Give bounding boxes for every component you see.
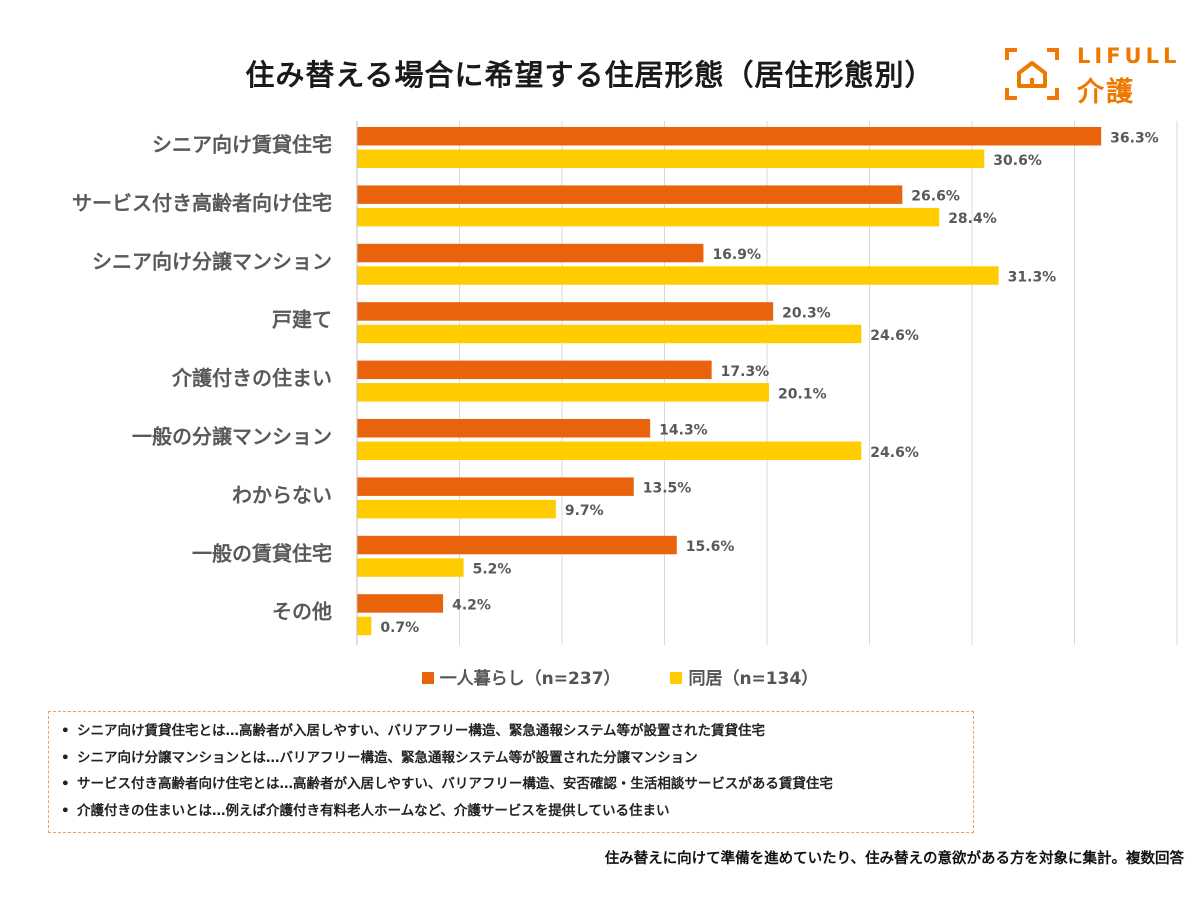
chart-title: 住み替える場合に希望する住居形態（居住形態別） [245,58,935,92]
data-label: 5.2% [473,562,512,578]
data-label: 24.6% [870,445,919,461]
data-label: 4.2% [452,597,491,613]
data-label: 31.3% [1008,270,1057,286]
bar [357,324,862,344]
data-label: 36.3% [1110,130,1159,146]
legend-swatch-single [421,672,434,684]
data-label: 30.6% [993,153,1042,169]
bar [357,535,677,555]
category-label: 一般の賃貸住宅 [192,541,332,565]
category-label: 介護付きの住まい [171,366,332,390]
bar [357,360,712,380]
data-label: 26.6% [911,189,960,205]
legend-item-single: 一人暮らし（n=237） [421,664,621,689]
data-label: 24.6% [870,328,919,344]
logo-text-jp: 介護 [1077,77,1135,108]
bar [357,383,770,402]
bar [357,616,372,636]
bar [357,149,985,168]
lifull-kaigo-logo: LIFULL 介護 [1003,42,1176,108]
definition-item: • サービス付き高齢者向け住宅とは…高齢者が入居しやすい、バリアフリー構造、安否確… [61,776,833,792]
category-label: その他 [272,600,332,624]
definition-item: • シニア向け分譲マンションとは…バリアフリー構造、緊急通報システム等が設置された… [61,749,698,766]
data-label: 20.1% [778,386,827,402]
legend-label-cohabit: 同居（n=134） [688,669,819,689]
data-label: 15.6% [686,539,735,555]
bar [357,207,940,227]
bar [357,243,704,263]
logo-text-en: LIFULL [1077,44,1181,68]
data-label: 0.7% [380,620,419,636]
data-label: 20.3% [782,305,831,321]
definitions-box: • シニア向け賃貸住宅とは…高齢者が入居しやすい、バリアフリー構造、緊急通報システ… [48,711,974,833]
category-label: シニア向け分譲マンション [92,249,332,273]
bar [357,127,1102,146]
house-logo-icon [1005,48,1059,100]
data-label: 9.7% [565,503,604,519]
bar [357,558,464,577]
category-label: 戸建て [272,308,332,332]
data-label: 14.3% [659,422,708,438]
bar [357,499,556,519]
bar [357,441,862,460]
bar [357,419,651,438]
definition-item: • シニア向け賃貸住宅とは…高齢者が入居しやすい、バリアフリー構造、緊急通報システ… [61,723,765,739]
legend-item-cohabit: 同居（n=134） [670,664,818,689]
bar [357,302,774,321]
footer-note: 住み替えに向けて準備を進めていたり、住み替えの意欲がある方を対象に集計。複数回答 [604,851,1184,867]
legend-label-single: 一人暮らし（n=237） [439,669,621,689]
category-label: わからない [232,483,332,507]
data-label: 16.9% [712,247,761,263]
bar [357,266,999,285]
definition-item: • 介護付きの住まいとは…例えば介護付き有料老人ホームなど、介護サービスを提供して… [61,802,670,819]
data-label: 28.4% [948,211,997,227]
data-label: 17.3% [721,364,770,380]
category-label: 一般の分譲マンション [132,425,332,449]
chart-legend: 一人暮らし（n=237） 同居（n=134） [0,664,1200,689]
bar [357,185,903,204]
category-label: サービス付き高齢者向け住宅 [72,191,332,215]
data-label: 13.5% [643,481,692,497]
legend-swatch-cohabit [670,672,683,684]
bar-chart: シニア向け賃貸住宅 36.3% 30.6% サービス付き高齢者向け住宅 26.6% 28.… [72,121,1178,645]
category-label: シニア向け賃貸住宅 [152,133,332,157]
bar [357,594,444,613]
bar [357,477,634,496]
